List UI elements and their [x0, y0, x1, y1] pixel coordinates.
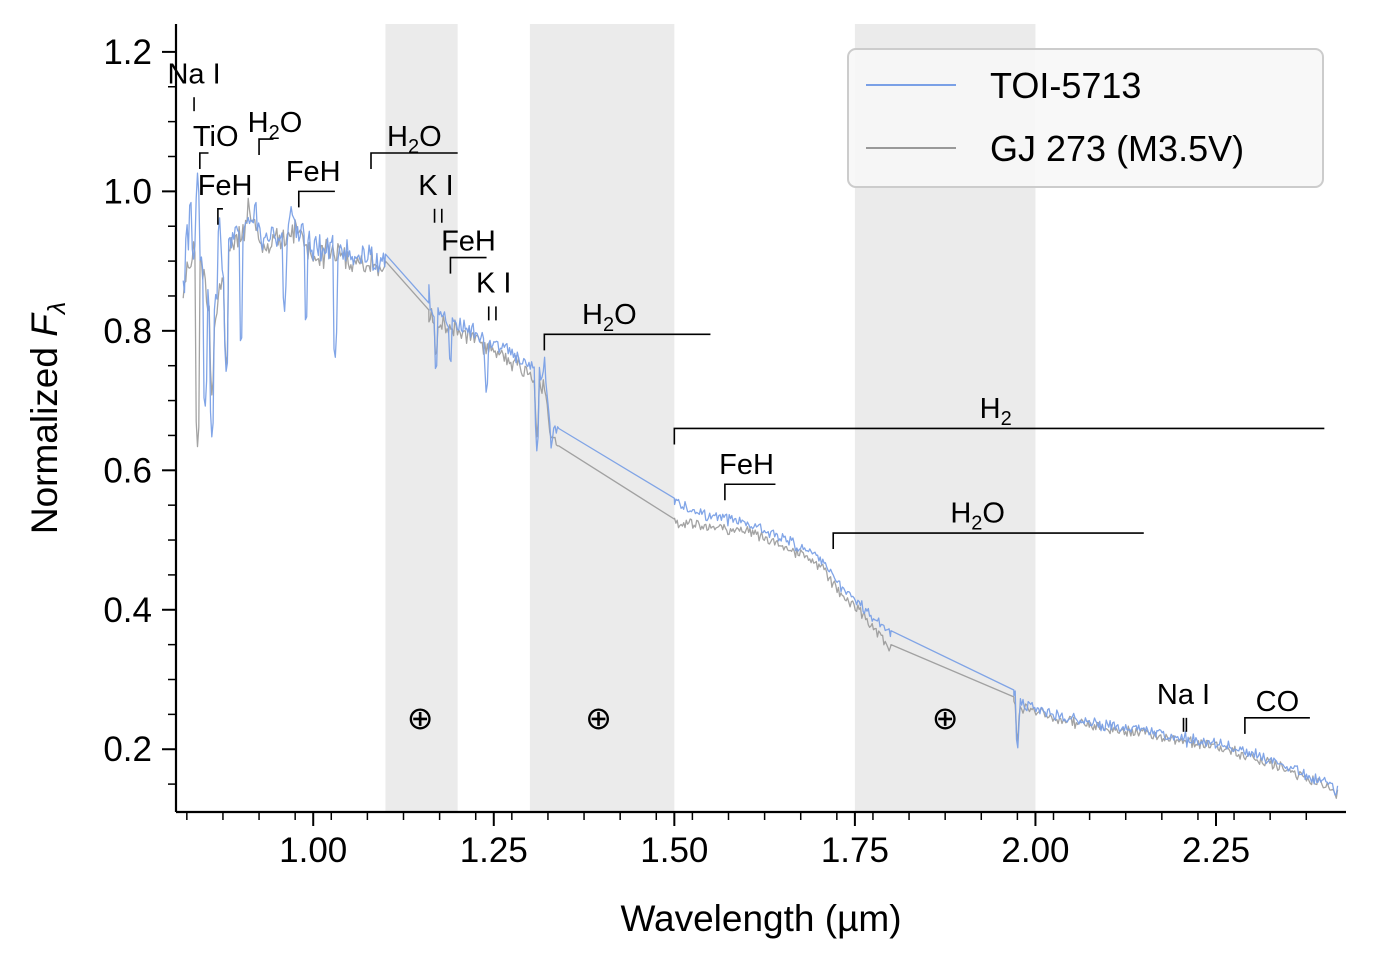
annotation: H2 [673, 393, 1325, 445]
y-axis-label-text: Normalized [24, 337, 65, 534]
earth-symbol: ⊕ [585, 699, 612, 737]
annotation-bracket [199, 152, 209, 170]
annotation-label: K I [418, 170, 453, 202]
x-tick-label: 1.25 [460, 831, 528, 870]
y-axis-label-symbol: F [24, 312, 65, 337]
annotation-bracket [673, 427, 1325, 445]
annotation-bracket [258, 138, 274, 156]
annotation-bracket [832, 532, 1144, 550]
earth-symbol: ⊕ [932, 699, 959, 737]
annotation: H2O [370, 121, 458, 170]
annotation: H2O [832, 498, 1144, 550]
y-tick-label: 0.8 [103, 312, 152, 351]
y-axis-label: Normalized Fλ [24, 302, 71, 534]
annotation: FeH [719, 449, 776, 501]
legend-box [847, 48, 1324, 188]
annotation-label: H2O [950, 498, 1005, 535]
y-tick-label: 1.2 [103, 33, 152, 72]
legend-label-gj-273: GJ 273 (M3.5V) [990, 128, 1244, 169]
axes [174, 24, 1346, 814]
telluric-symbols: ⊕ ⊕ ⊕ [407, 699, 959, 737]
y-axis-label-subscript: λ [43, 302, 71, 316]
annotation-bracket [1244, 717, 1310, 734]
x-tick-label: 2.00 [1001, 831, 1069, 870]
annotation: H2O [248, 107, 303, 156]
y-tick-label: 0.2 [103, 730, 152, 769]
x-tick-label: 1.50 [640, 831, 708, 870]
x-tick-label: 1.00 [279, 831, 347, 870]
annotation-bracket [370, 152, 458, 170]
annotation-label: CO [1256, 686, 1300, 718]
x-tick-label: 2.25 [1182, 831, 1250, 870]
annotation: K I [476, 267, 512, 321]
y-ticks: 0.2 0.4 0.6 0.8 1.0 1.2 [103, 33, 176, 785]
annotation-label: K I [476, 267, 511, 299]
annotation: CO [1244, 686, 1310, 734]
annotation-label: FeH [198, 170, 253, 202]
annotation: FeH [286, 156, 341, 208]
x-axis-label: Wavelength (µm) [620, 898, 901, 939]
annotation: Na I [1157, 679, 1210, 732]
series-line-toi-5713 [182, 172, 1339, 796]
annotation: K I [418, 170, 454, 223]
telluric-band [385, 24, 458, 812]
annotation: TiO [193, 121, 239, 170]
x-ticks: 1.00 1.25 1.50 1.75 2.00 2.25 [186, 812, 1308, 870]
y-tick-label: 0.4 [103, 591, 152, 630]
annotation: H2O [543, 299, 711, 351]
annotation: FeH [198, 170, 253, 225]
annotation-label: Na I [1157, 679, 1210, 711]
series-layer [182, 172, 1339, 799]
y-tick-label: 1.0 [103, 172, 152, 211]
telluric-band [529, 24, 675, 812]
annotation-label: H2 [980, 393, 1012, 430]
annotation-label: H2O [582, 299, 637, 336]
x-tick-label: 1.75 [821, 831, 889, 870]
annotation-bracket [724, 483, 776, 501]
annotation: FeH [441, 226, 496, 274]
annotation-bracket [297, 190, 335, 208]
annotation-bracket [449, 256, 487, 274]
legend: TOI-5713 GJ 273 (M3.5V) [847, 48, 1324, 188]
annotation-bracket [543, 333, 711, 351]
annotation-label: FeH [719, 449, 774, 481]
series-line-gj-273 [182, 197, 1339, 799]
annotation-bracket [217, 207, 223, 225]
annotation-label: H2O [387, 121, 442, 158]
annotation-label: FeH [286, 156, 341, 188]
legend-label-toi-5713: TOI-5713 [990, 65, 1141, 106]
earth-symbol: ⊕ [407, 699, 434, 737]
annotation-label: TiO [193, 121, 239, 153]
y-tick-label: 0.6 [103, 451, 152, 490]
annotation-label: FeH [441, 226, 496, 258]
annotation-label: H2O [248, 107, 303, 144]
